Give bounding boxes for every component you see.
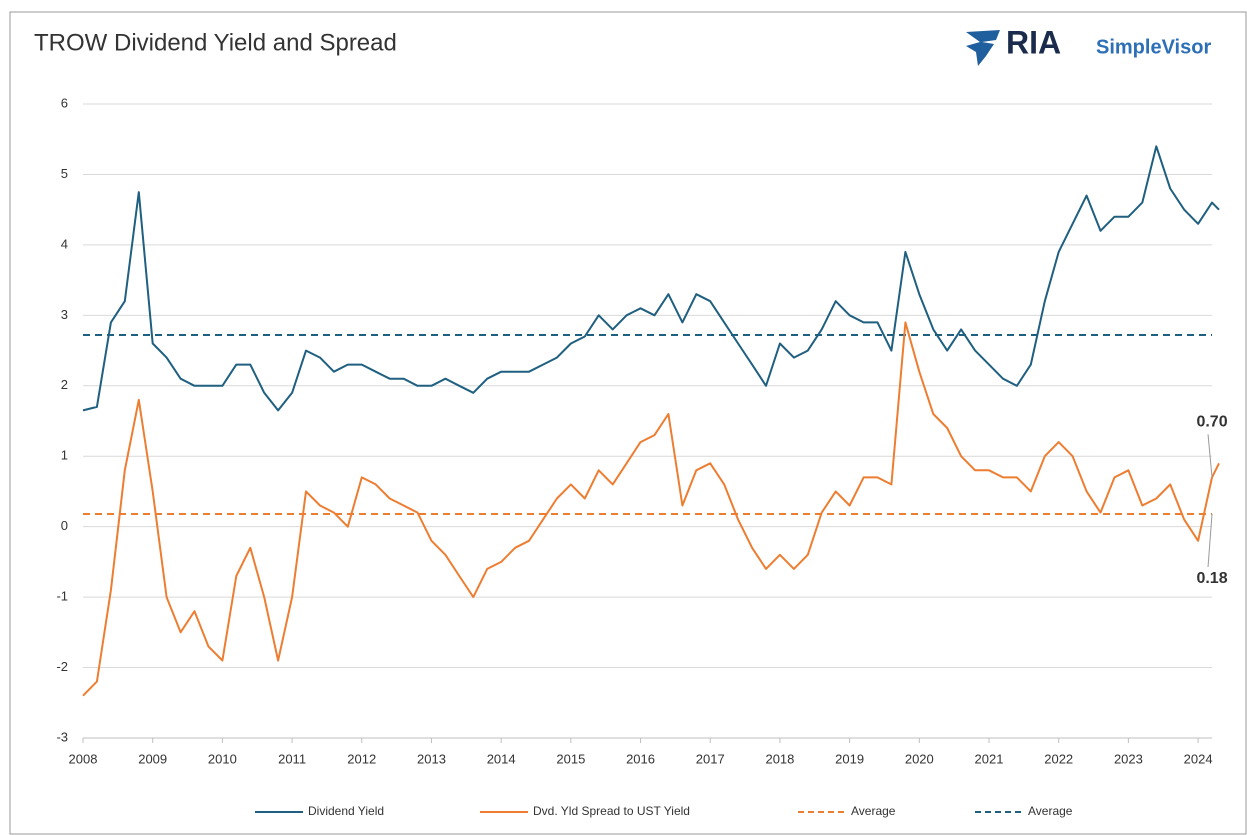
legend-label: Average [1028,804,1073,818]
chart-title: TROW Dividend Yield and Spread [34,29,397,56]
x-tick-label: 2024 [1184,751,1213,766]
annotation-label: 0.70 [1196,414,1227,431]
logo-icon [966,30,1000,66]
x-tick-label: 2021 [975,751,1004,766]
x-tick-label: 2011 [278,751,306,766]
series-line [82,321,1220,697]
y-tick-label: 5 [61,166,68,181]
y-tick-label: 6 [61,95,68,110]
y-tick-label: 4 [61,236,68,251]
y-tick-label: 2 [61,377,68,392]
y-tick-label: 1 [61,448,68,463]
x-tick-label: 2014 [487,751,516,766]
x-tick-label: 2019 [835,751,864,766]
x-tick-label: 2018 [765,751,794,766]
y-tick-label: -3 [56,729,68,744]
x-tick-label: 2015 [556,751,585,766]
x-tick-label: 2013 [417,751,446,766]
legend-label: Average [851,804,896,818]
logo-product: SimpleVisor [1096,36,1211,58]
x-tick-label: 2012 [347,751,376,766]
x-tick-label: 2023 [1114,751,1143,766]
y-tick-label: 3 [61,307,68,322]
x-tick-label: 2017 [696,751,725,766]
legend-label: Dividend Yield [308,804,384,818]
y-tick-label: -1 [56,589,68,604]
annotation-label: 0.18 [1196,570,1227,587]
logo: RIA SimpleVisor [966,24,1211,66]
chart-border [9,11,1247,835]
x-tick-label: 2010 [208,751,237,766]
annotation-leader [1207,513,1213,568]
x-tick-label: 2009 [138,751,167,766]
x-tick-label: 2020 [905,751,934,766]
series-line [82,145,1220,412]
legend-label: Dvd. Yld Spread to UST Yield [533,804,690,818]
x-tick-label: 2022 [1044,751,1073,766]
y-tick-label: -2 [56,659,68,674]
logo-brand: RIA [1006,24,1061,60]
x-tick-label: 2008 [69,751,98,766]
y-tick-label: 0 [61,518,68,533]
x-tick-label: 2016 [626,751,655,766]
annotation-leader [1207,434,1213,478]
